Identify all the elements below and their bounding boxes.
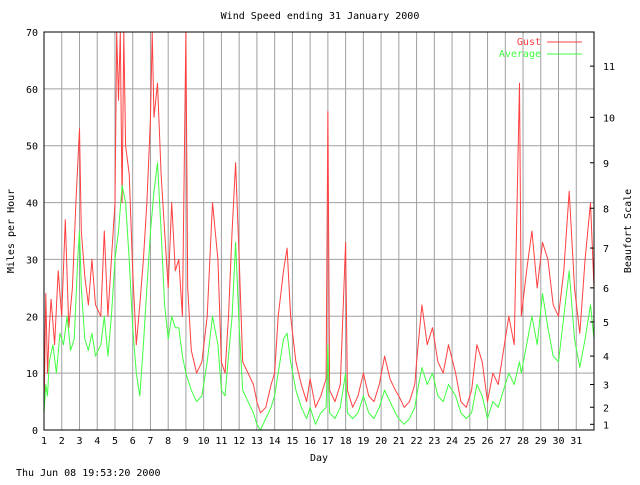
x-tick-label: 3 — [76, 436, 82, 447]
beaufort-tick-label: 3 — [603, 381, 609, 392]
x-tick-label: 7 — [147, 436, 153, 447]
x-tick-label: 18 — [340, 436, 352, 447]
y-tick-label: 10 — [26, 369, 38, 380]
x-tick-label: 27 — [499, 436, 511, 447]
grid-lines — [44, 32, 594, 430]
x-tick-label: 19 — [357, 436, 369, 447]
x-tick-label: 29 — [535, 436, 547, 447]
y-tick-label: 70 — [26, 28, 38, 39]
x-axis-ticks: 1 2 3 4 5 6 7 8 9 10 11 12 13 14 15 16 17 18 19 20 21 22 23 24 2… — [41, 436, 582, 447]
y-axis-ticks: 0 10 20 30 40 50 60 70 — [26, 28, 38, 437]
y-tick-label: 60 — [26, 85, 38, 96]
x-tick-label: 13 — [251, 436, 263, 447]
timestamp-footer: Thu Jun 08 19:53:20 2000 — [16, 468, 161, 479]
x-tick-label: 5 — [112, 436, 118, 447]
series-line-average — [43, 162, 595, 431]
x-tick-label: 9 — [183, 436, 189, 447]
y-tick-label: 20 — [26, 312, 38, 323]
x-tick-label: 26 — [482, 436, 494, 447]
x-tick-label: 16 — [304, 436, 316, 447]
series-lines — [43, 31, 595, 431]
x-tick-label: 10 — [198, 436, 210, 447]
x-tick-label: 12 — [233, 436, 245, 447]
beaufort-tick-label: 2 — [603, 403, 609, 414]
x-tick-label: 28 — [517, 436, 529, 447]
x-tick-label: 11 — [215, 436, 227, 447]
x-tick-label: 14 — [269, 436, 281, 447]
x-tick-label: 15 — [286, 436, 298, 447]
beaufort-tick-label: 4 — [603, 352, 609, 363]
x-tick-label: 20 — [375, 436, 387, 447]
y-tick-label: 30 — [26, 255, 38, 266]
series-line-gust — [43, 31, 595, 414]
beaufort-tick-label: 5 — [603, 318, 609, 329]
beaufort-axis-label: Beaufort Scale — [623, 189, 634, 273]
plot-frame — [43, 31, 595, 431]
x-tick-label: 2 — [59, 436, 65, 447]
x-tick-label: 1 — [41, 436, 47, 447]
beaufort-tick-label: 1 — [603, 420, 609, 431]
chart-title: Wind Speed ending 31 January 2000 — [221, 11, 420, 22]
beaufort-axis-ticks: 1 2 3 4 5 6 7 8 9 10 11 — [590, 62, 615, 431]
beaufort-tick-label: 7 — [603, 244, 609, 255]
y-tick-label: 50 — [26, 142, 38, 153]
x-tick-label: 31 — [570, 436, 582, 447]
beaufort-tick-label: 8 — [603, 204, 609, 215]
beaufort-tick-label: 11 — [603, 62, 615, 73]
legend-label-gust: Gust — [517, 37, 541, 48]
beaufort-tick-label: 10 — [603, 113, 615, 124]
x-tick-label: 8 — [165, 436, 171, 447]
x-tick-label: 25 — [464, 436, 476, 447]
y-tick-label: 40 — [26, 199, 38, 210]
x-tick-label: 21 — [393, 436, 405, 447]
x-tick-label: 23 — [428, 436, 440, 447]
beaufort-tick-label: 9 — [603, 159, 609, 170]
x-axis-label: Day — [310, 453, 328, 464]
x-tick-label: 30 — [552, 436, 564, 447]
y-tick-label: 0 — [32, 426, 38, 437]
beaufort-tick-label: 6 — [603, 284, 609, 295]
x-tick-label: 17 — [322, 436, 334, 447]
y-axis-label: Miles per Hour — [6, 189, 17, 273]
legend-label-average: Average — [499, 49, 541, 60]
x-tick-label: 24 — [446, 436, 458, 447]
x-tick-label: 22 — [411, 436, 423, 447]
x-tick-label: 6 — [130, 436, 136, 447]
x-tick-label: 4 — [94, 436, 100, 447]
